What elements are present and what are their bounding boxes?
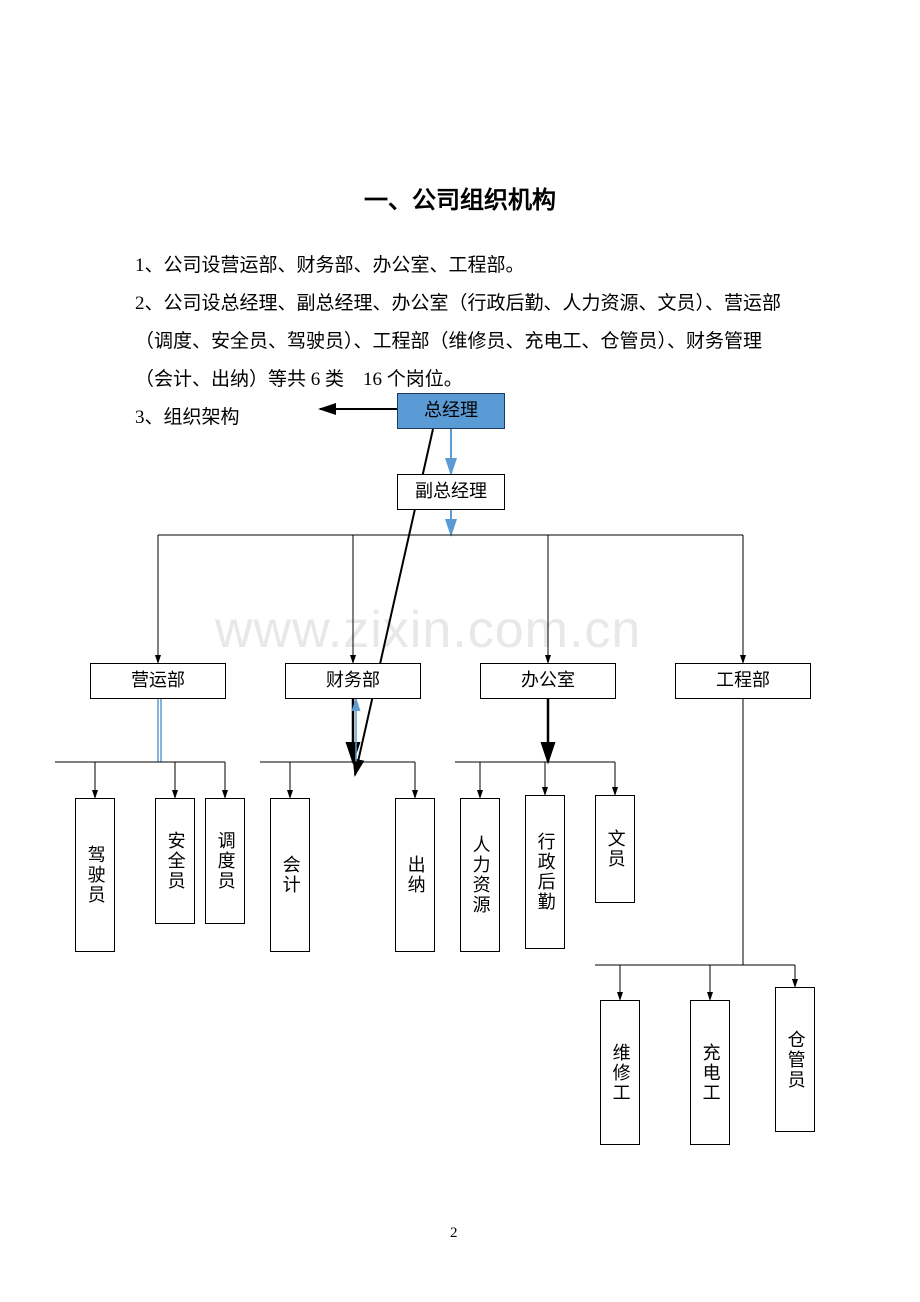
node-dep2: 财务部 bbox=[285, 663, 421, 699]
node-dep4: 工程部 bbox=[675, 663, 811, 699]
page-title: 一、公司组织机构 bbox=[0, 180, 920, 215]
node-p7: 行政后勤 bbox=[525, 795, 565, 949]
node-vgm: 副总经理 bbox=[397, 474, 505, 510]
node-p5: 出纳 bbox=[395, 798, 435, 952]
node-p2: 安全员 bbox=[155, 798, 195, 924]
node-p3: 调度员 bbox=[205, 798, 245, 924]
watermark-text: www.zixin.com.cn bbox=[215, 600, 641, 660]
node-p9: 维修工 bbox=[600, 1000, 640, 1145]
node-p6: 人力资源 bbox=[460, 798, 500, 952]
node-p8: 文员 bbox=[595, 795, 635, 903]
node-p11: 仓管员 bbox=[775, 987, 815, 1132]
node-gm: 总经理 bbox=[397, 393, 505, 429]
node-p1: 驾驶员 bbox=[75, 798, 115, 952]
node-p4: 会计 bbox=[270, 798, 310, 952]
page-number: 2 bbox=[450, 1225, 458, 1242]
node-dep1: 营运部 bbox=[90, 663, 226, 699]
paragraph-1: 1、公司设营运部、财务部、办公室、工程部。 bbox=[135, 247, 795, 285]
node-p10: 充电工 bbox=[690, 1000, 730, 1145]
paragraph-3: 3、组织架构 bbox=[135, 399, 335, 437]
node-dep3: 办公室 bbox=[480, 663, 616, 699]
paragraph-2: 2、公司设总经理、副总经理、办公室（行政后勤、人力资源、文员）、营运部（调度、安… bbox=[135, 285, 795, 399]
